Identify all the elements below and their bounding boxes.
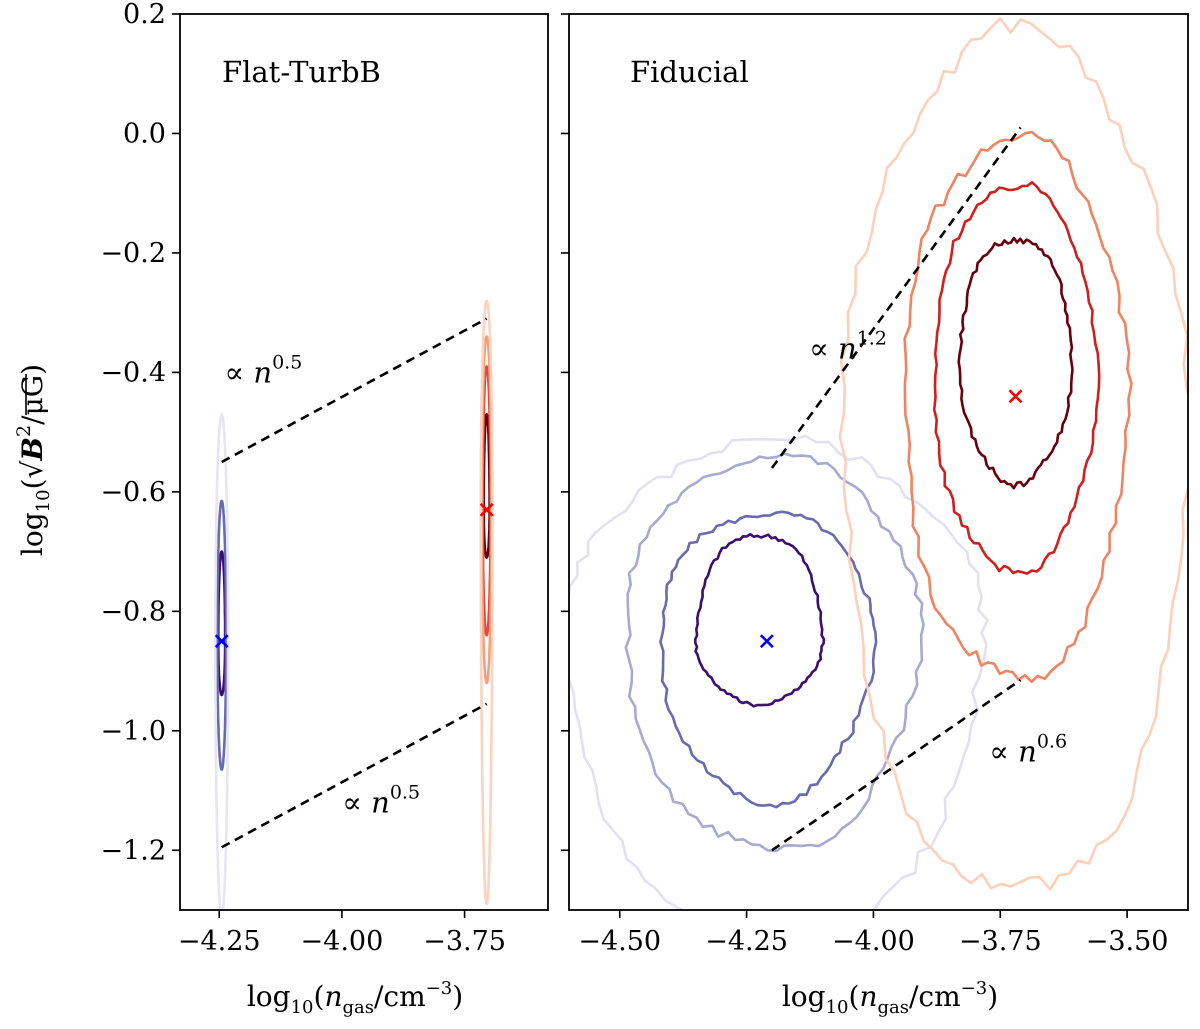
red-peak-marker — [479, 502, 494, 517]
power-law-line — [221, 702, 488, 849]
contour-layer — [214, 299, 494, 910]
blue-contour — [217, 550, 227, 697]
panel-title: Fiducial — [630, 55, 749, 89]
marker-stroke — [759, 634, 774, 649]
red-peak-marker — [1008, 389, 1023, 404]
power-law-line — [221, 317, 488, 464]
y-tick-label: −0.6 — [100, 477, 166, 508]
power-law-annotation: ∝ n0.6 — [989, 731, 1067, 769]
y-tick-label: −0.2 — [100, 238, 166, 269]
power-law-line — [771, 678, 1022, 852]
y-tick-label: −1.2 — [100, 835, 166, 866]
blue-contour — [216, 499, 228, 771]
power-law-annotation: ∝ n0.5 — [342, 781, 420, 819]
blue-peak-marker — [759, 634, 774, 649]
red-contour — [479, 299, 494, 906]
panel-flat-turbb: −4.25 −4.00 −3.75 0.2 0.0 −0.2 −0.4 −0.6 −0.8 −1.… — [13, 0, 549, 1018]
red-contour — [957, 236, 1074, 490]
tick-layer: −4.25 −4.00 −3.75 0.2 0.0 −0.2 −0.4 −0.6 −0.8 −1.… — [100, 0, 506, 957]
power-law-lines — [221, 317, 488, 849]
x-tick-label: −3.75 — [423, 926, 506, 957]
axes-frame — [568, 13, 1189, 911]
annotation-exponent: 1.2 — [857, 328, 887, 350]
annotation-layer: ∝ n0.5∝ n0.5 — [225, 351, 421, 819]
x-tick-label: −4.00 — [301, 926, 384, 957]
contour-layer — [569, 17, 1188, 910]
y-axis-label: log10(√B2/μG) — [13, 364, 54, 556]
annotation-exponent: 0.6 — [1037, 731, 1067, 753]
annotation-layer: ∝ n1.2∝ n0.6 — [809, 328, 1067, 769]
panel-title: Flat-TurbB — [222, 55, 381, 89]
annotation-base: ∝ n — [225, 355, 273, 389]
tick-layer: −4.50 −4.25 −4.00 −3.75 −3.50 — [561, 13, 1169, 957]
blue-contour — [659, 510, 878, 809]
red-contour — [838, 17, 1188, 891]
peak-markers — [759, 389, 1023, 649]
panel-fiducial: −4.50 −4.25 −4.00 −3.75 −3.50 Fiducial ∝ n1.… — [561, 13, 1189, 1018]
marker-stroke — [214, 634, 229, 649]
y-tick-label: 0.0 — [123, 118, 166, 149]
y-tick-label: −0.8 — [100, 596, 166, 627]
peak-markers — [214, 502, 494, 649]
power-law-line — [770, 126, 1022, 469]
power-law-lines — [770, 126, 1022, 852]
axes-frame — [179, 13, 549, 911]
x-axis-label: log10(ngas/cm−3) — [782, 978, 998, 1018]
x-tick-label: −4.25 — [178, 926, 261, 957]
marker-stroke — [1008, 389, 1023, 404]
blue-contour — [214, 412, 230, 910]
x-axis-label: log10(ngas/cm−3) — [247, 978, 463, 1018]
x-tick-label: −4.25 — [705, 926, 788, 957]
x-tick-label: −3.75 — [959, 926, 1042, 957]
annotation-base: ∝ n — [989, 735, 1037, 769]
blue-contour — [693, 532, 826, 708]
power-law-annotation: ∝ n0.5 — [225, 351, 303, 389]
y-tick-label: −0.4 — [100, 357, 166, 388]
y-tick-label: −1.0 — [100, 716, 166, 747]
marker-stroke — [479, 502, 494, 517]
blue-peak-marker — [214, 634, 229, 649]
power-law-annotation: ∝ n1.2 — [809, 328, 887, 366]
red-contour — [932, 181, 1101, 575]
x-tick-label: −4.50 — [578, 926, 661, 957]
x-tick-label: −3.50 — [1086, 926, 1169, 957]
red-contour — [903, 130, 1133, 684]
x-tick-label: −4.00 — [832, 926, 915, 957]
annotation-base: ∝ n — [809, 332, 857, 366]
annotation-exponent: 0.5 — [390, 781, 420, 803]
annotation-exponent: 0.5 — [272, 351, 302, 373]
annotation-base: ∝ n — [342, 785, 390, 819]
blue-contour — [569, 434, 989, 910]
y-tick-label: 0.2 — [123, 0, 166, 30]
